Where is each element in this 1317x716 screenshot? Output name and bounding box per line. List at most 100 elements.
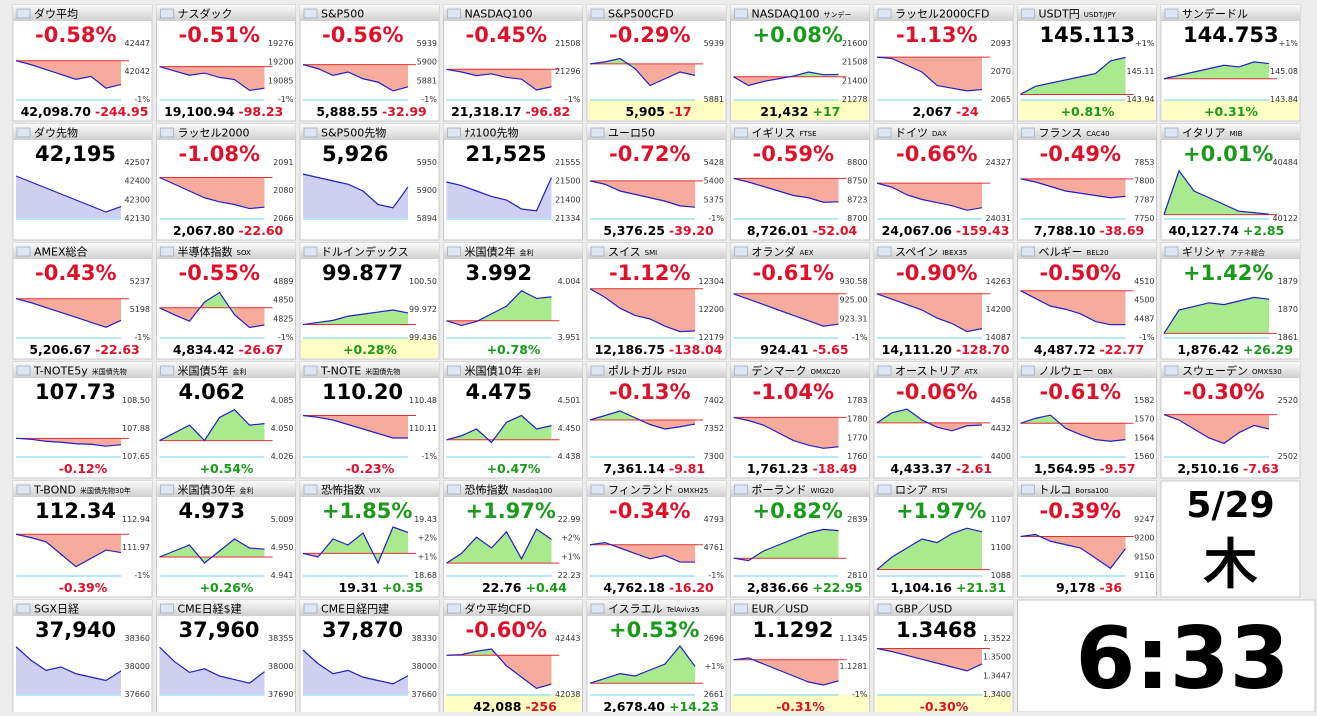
axis-label: 9116	[1134, 571, 1154, 580]
tile-name: サンデードル	[1182, 7, 1248, 21]
tile-name: 米国債5年	[178, 364, 229, 378]
tile-price: 2,836.66	[747, 580, 809, 595]
tile-header	[300, 600, 439, 616]
axis-label: 38000	[412, 662, 437, 671]
tile-price: 924.41	[760, 342, 808, 357]
area-segment	[536, 69, 552, 90]
tile-bg	[156, 4, 296, 122]
area-segment	[461, 69, 477, 76]
area-segment	[605, 411, 620, 420]
area-segment	[363, 312, 378, 325]
axis-label: 2070	[991, 67, 1011, 76]
tile: ギリシャ アテネ総合 1879 1870 1861 +1.42% 1,876.42 +26.2…	[1160, 242, 1301, 360]
area-segment	[16, 176, 31, 218]
tile-head: 37,960	[179, 618, 260, 642]
axis-label: 21508	[555, 39, 580, 48]
axis-label: -1%	[1139, 333, 1155, 342]
area-segment	[605, 673, 620, 684]
axis-label: 1582	[1134, 396, 1154, 405]
tile-sub: BEL20	[1087, 249, 1109, 257]
tile-change: -5.65	[813, 342, 849, 357]
area-segment	[1209, 65, 1224, 79]
tile-name: デンマーク	[752, 364, 807, 378]
area-segment	[680, 420, 695, 427]
area-segment	[46, 60, 61, 75]
area-segment	[1179, 72, 1194, 79]
area-segment	[922, 539, 937, 570]
tile: フィンランド OMXH25 4793 4761 -1% -0.34% 4,762.18 -16…	[586, 480, 727, 598]
axis-label: 4825	[273, 314, 293, 323]
area-segment	[680, 288, 695, 332]
flag-icon	[447, 8, 461, 19]
tile-name: スウェーデン	[1182, 364, 1248, 378]
tile: オーストリア ATX 4458 4432 4400 -0.06% 4,433.37 -2.61	[873, 361, 1014, 479]
axis-label: 7402	[704, 396, 724, 405]
axis-label: 8700	[847, 214, 867, 223]
tile-head: +0.82%	[753, 499, 843, 523]
tile: ノルウェー OBX 1582 1570 1564 1560 -0.61% 1,564.95 -9…	[1017, 361, 1157, 479]
axis-label: 4889	[273, 277, 293, 286]
tile-price: 4,834.42	[173, 342, 235, 357]
tile-name: AMEX総合	[34, 245, 88, 259]
area-segment	[61, 194, 76, 218]
tile-bg	[443, 123, 583, 241]
tile-name: NASDAQ100	[465, 8, 533, 21]
area-segment	[348, 670, 363, 694]
price-line	[446, 528, 552, 564]
area-segment	[521, 209, 537, 218]
area-segment	[46, 534, 61, 555]
area-segment	[1080, 536, 1096, 559]
tile-name: オランダ	[752, 245, 796, 259]
tile: ダウ平均 42447 42042 -1% -0.58% 42,098.70 -244.95	[12, 4, 153, 122]
tile: デンマーク OMXC20 1783 1780 1770 1760 -1.04% 1,761.2…	[730, 361, 870, 479]
tile-header	[1161, 243, 1300, 259]
tile-header	[300, 124, 439, 140]
tile: 恐怖指数 Nasdaq100 22.99 +2% +1% 22.23 +1.97% 22.76…	[443, 480, 583, 598]
axis-label: 111.97	[122, 543, 150, 552]
area-segment	[249, 423, 265, 441]
tile: イタリア MIB 40484 40122 +0.01% 40,127.74 +2.85	[1160, 123, 1301, 241]
tile-header	[443, 362, 583, 378]
tile-change: -38.69	[1100, 223, 1145, 238]
price-line	[1163, 296, 1270, 334]
tile-header	[587, 5, 726, 21]
area-segment	[907, 293, 922, 310]
tile-header	[443, 124, 583, 140]
tile-header	[443, 481, 583, 497]
axis-label: 1.1281	[840, 662, 868, 671]
axis-label: 1.1345	[840, 634, 868, 643]
tile-name: ドイツ	[895, 127, 928, 140]
area-segment	[1224, 204, 1239, 215]
area-segment	[106, 671, 121, 694]
flag-icon	[303, 365, 318, 376]
tile-header	[1017, 481, 1157, 497]
axis-label: 9247	[1134, 515, 1154, 524]
area-segment	[333, 670, 348, 694]
area-segment	[1080, 178, 1096, 196]
axis-label: 110.11	[409, 424, 437, 433]
tile-name: CME日経$建	[178, 603, 242, 616]
area-segment	[763, 659, 779, 670]
area-segment	[793, 417, 809, 446]
tile-change: -7.63	[1243, 461, 1279, 476]
area-segment	[892, 548, 907, 570]
area-segment	[1179, 306, 1194, 334]
area-segment	[249, 177, 265, 209]
flag-icon	[447, 127, 461, 138]
area-segment	[506, 200, 522, 218]
tile-change: -128.70	[956, 342, 1010, 357]
area-segment	[605, 180, 620, 191]
price-line	[446, 414, 552, 444]
tile-bg	[586, 480, 727, 598]
tile-head: -0.39%	[1040, 499, 1122, 523]
area-segment	[106, 438, 121, 447]
tile: フランス CAC40 7853 7800 7787 7750 -0.49% 7,788.10-…	[1017, 123, 1157, 241]
tile-name: スイス	[608, 246, 641, 259]
tile-head: +0.53%	[609, 618, 699, 642]
axis-label: +1%	[1135, 39, 1155, 48]
tile-change: -9.57	[1100, 461, 1136, 476]
date-tile	[1160, 480, 1301, 598]
flag-icon	[877, 365, 892, 376]
axis-label: 9150	[1134, 552, 1154, 561]
axis-label: 12304	[699, 277, 724, 286]
